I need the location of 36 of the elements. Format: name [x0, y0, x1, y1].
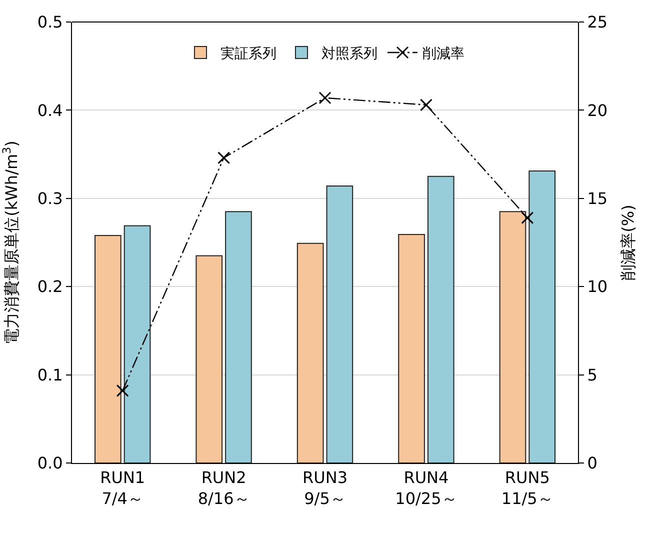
legend-label: 実証系列 — [220, 46, 276, 62]
x-tick-label: RUN2 8/16～ — [198, 468, 250, 508]
point — [420, 98, 432, 112]
bar — [225, 211, 252, 463]
point — [521, 212, 534, 224]
x-tick-label: RUN1 7/4～ — [100, 468, 146, 508]
x-tick-label: RUN3 9/5～ — [302, 468, 348, 508]
y2-tick-label: 20 — [587, 100, 608, 120]
y2-tick-label: 5 — [587, 365, 598, 384]
bar — [499, 211, 526, 463]
bar — [124, 225, 151, 463]
point — [318, 92, 332, 104]
y-tick-label: 0.3 — [37, 189, 63, 208]
bar — [296, 242, 324, 463]
y-tick-label: 0.5 — [37, 12, 63, 32]
bar — [94, 234, 122, 463]
y-tick-label: 0.2 — [37, 277, 63, 296]
legend-label: 対照系列 — [322, 46, 378, 62]
bar — [427, 176, 454, 463]
bar — [326, 186, 354, 463]
x-tick-label: RUN5 11/5～ — [501, 468, 554, 508]
y-tick-label: 0.4 — [37, 100, 63, 120]
x-tick-label: RUN4 10/25～ — [395, 468, 458, 508]
bar — [528, 170, 556, 463]
y2-tick-label: 25 — [587, 12, 608, 32]
legend-label: 削減率 — [422, 46, 464, 62]
y-tick-label: 0.0 — [37, 454, 63, 473]
y2-axis-title: 削減率(%) — [618, 204, 638, 280]
y2-tick-label: 10 — [587, 277, 608, 296]
y2-tick-label: 0 — [587, 454, 598, 473]
point — [116, 384, 129, 397]
bar — [196, 255, 223, 463]
bar — [398, 234, 425, 463]
y2-tick-label: 15 — [587, 189, 608, 208]
point — [218, 152, 230, 164]
y-tick-label: 0.1 — [37, 365, 63, 384]
